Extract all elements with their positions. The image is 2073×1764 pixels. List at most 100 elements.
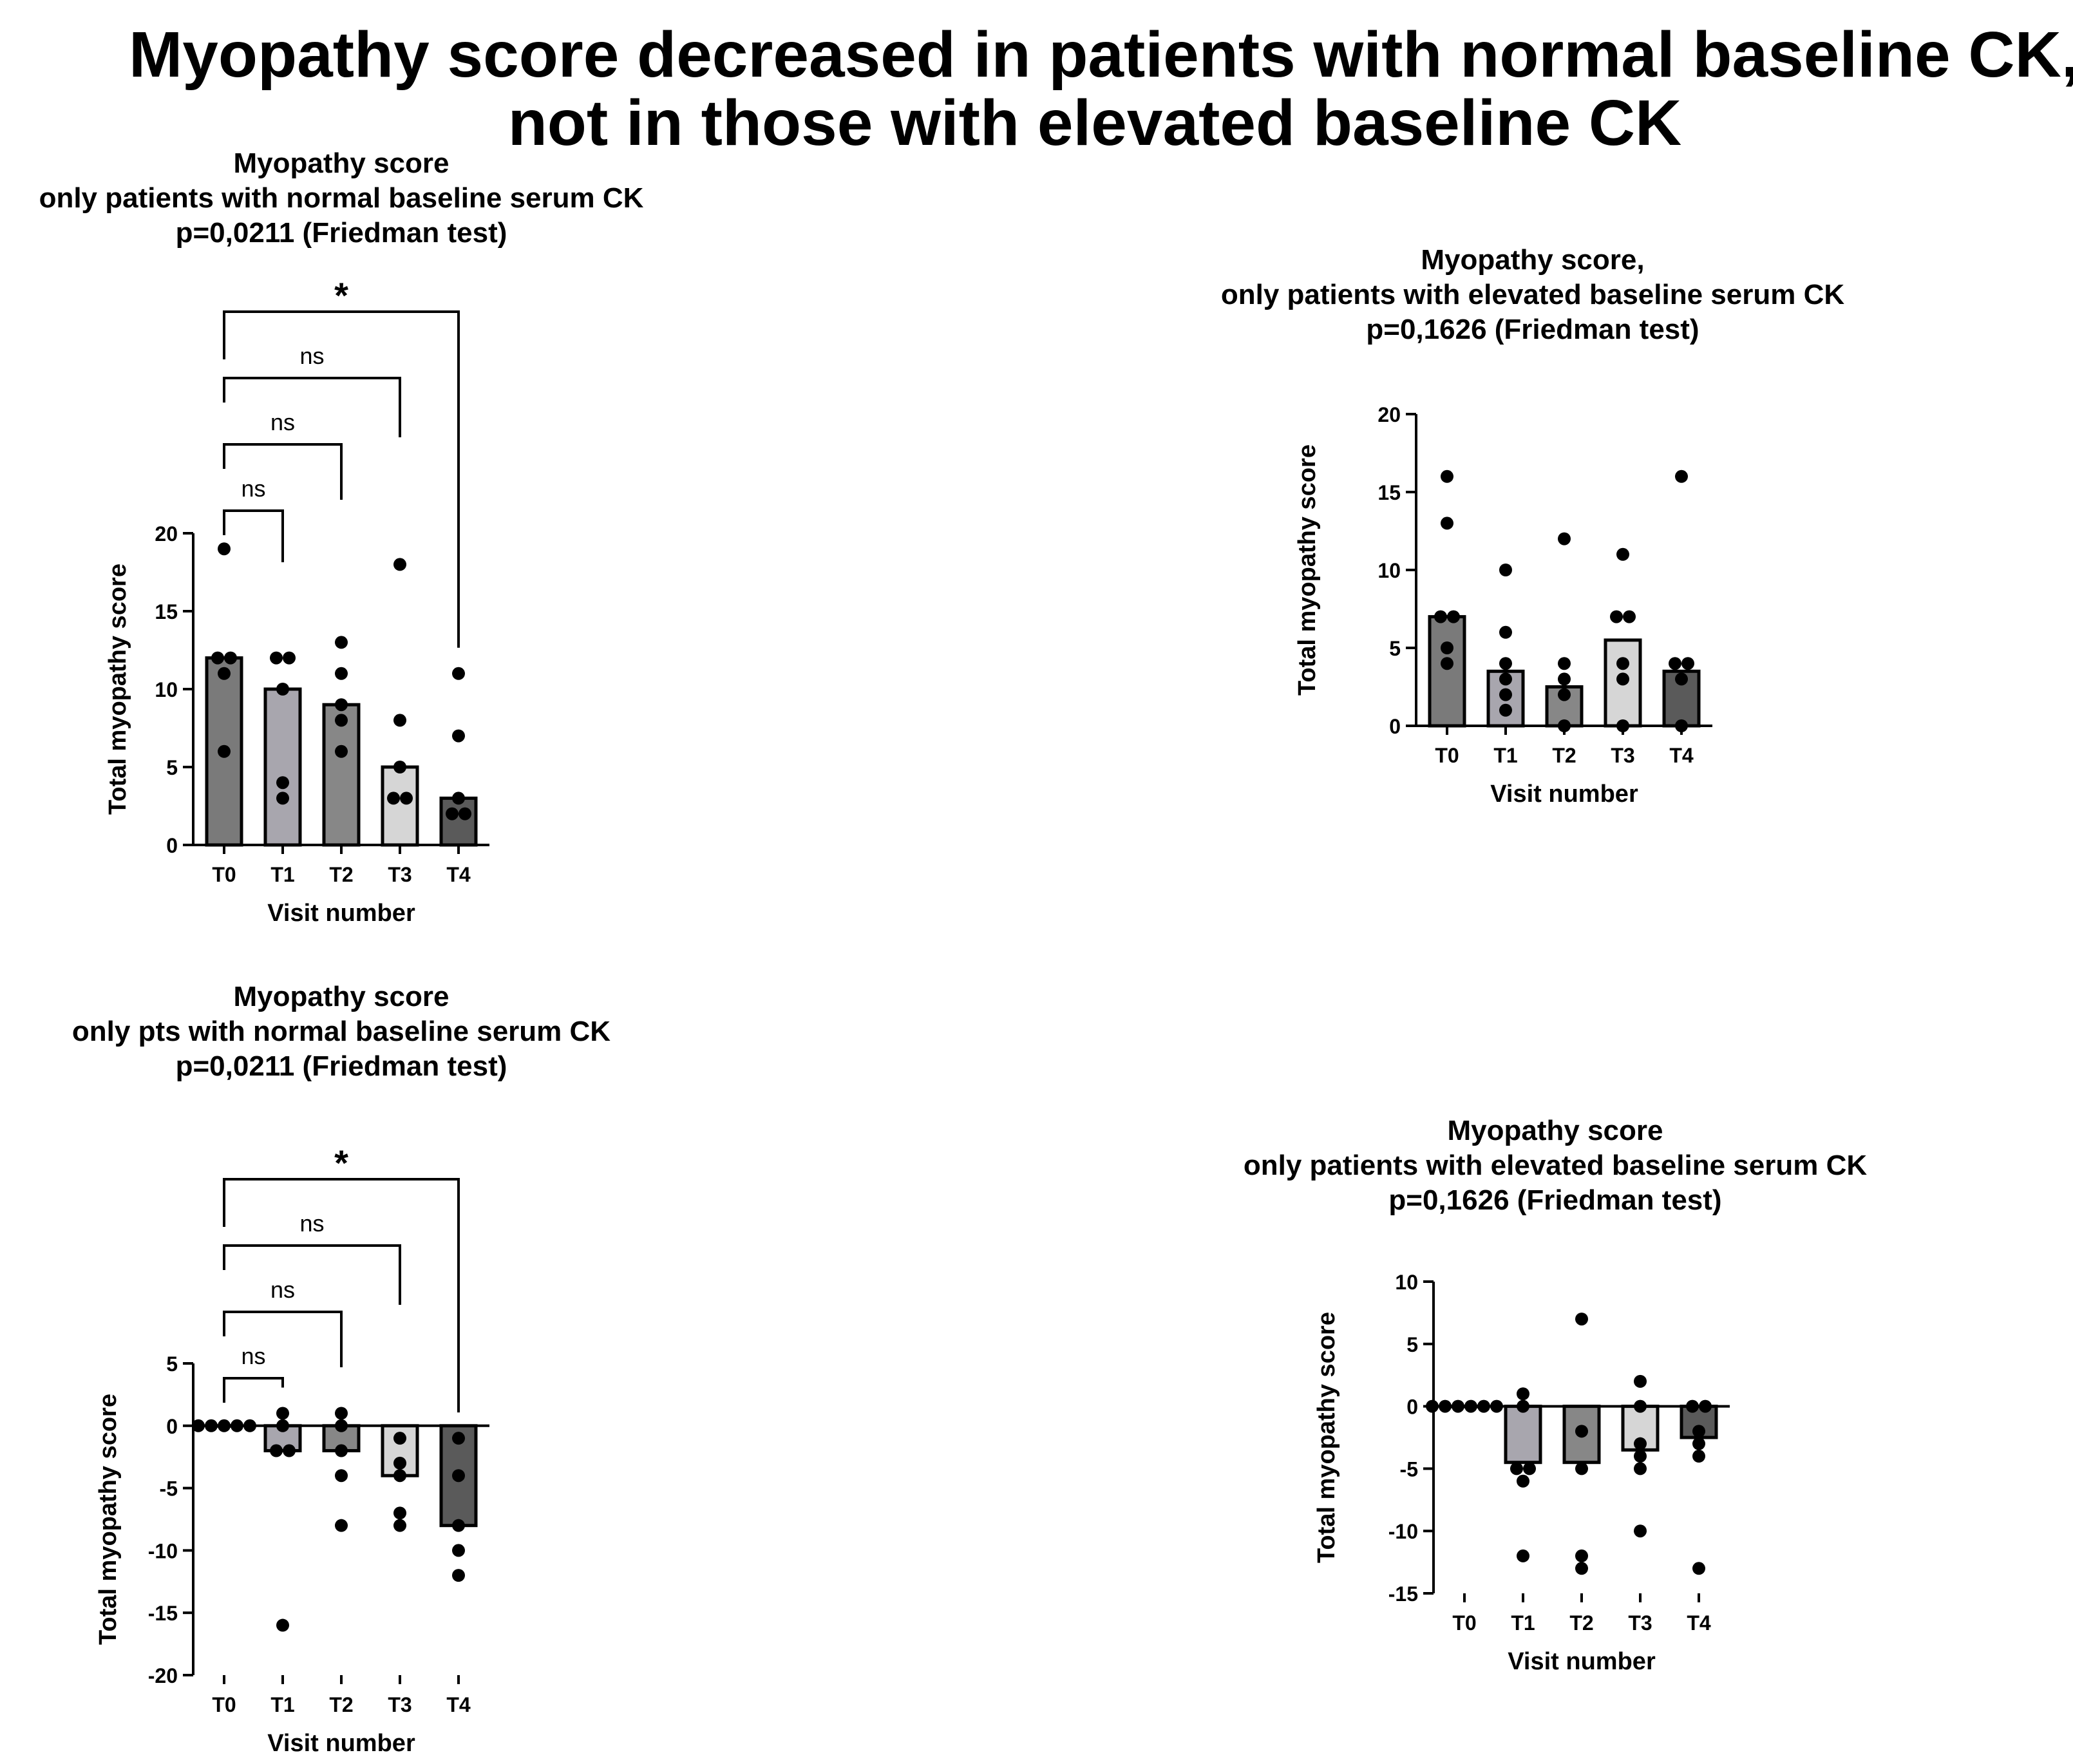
x-tick-label: T1: [270, 1693, 294, 1716]
data-point: [1441, 641, 1453, 654]
significance-label: ns: [270, 1276, 295, 1303]
data-point: [1558, 672, 1571, 686]
x-tick-label: T1: [270, 863, 294, 886]
y-tick-label: 5: [1406, 1333, 1418, 1356]
x-axis-label: Visit number: [267, 900, 415, 927]
data-point: [393, 1519, 406, 1532]
data-point: [1634, 1374, 1647, 1388]
data-point: [1441, 657, 1453, 670]
y-tick-label: 20: [155, 522, 178, 545]
data-point: [1634, 1437, 1647, 1450]
y-tick-label: 10: [155, 678, 178, 701]
x-tick-label: T2: [1569, 1611, 1593, 1635]
x-tick-label: T4: [1687, 1611, 1711, 1635]
y-tick-label: -15: [1388, 1582, 1418, 1606]
data-point: [452, 1544, 465, 1557]
y-tick-label: 10: [1377, 559, 1401, 582]
data-point: [393, 714, 406, 727]
data-point: [335, 744, 348, 758]
data-point: [1610, 610, 1623, 623]
y-tick-label: 5: [1389, 637, 1401, 660]
y-tick-label: 0: [166, 1415, 178, 1438]
significance-label: ns: [241, 1343, 265, 1369]
significance-bracket: [223, 509, 284, 562]
data-point: [1575, 1562, 1588, 1575]
data-point: [1669, 657, 1681, 670]
y-tick-label: 15: [155, 600, 178, 623]
y-tick-label: 10: [1395, 1271, 1418, 1294]
data-point: [452, 729, 465, 743]
data-point: [1616, 657, 1629, 670]
figure-title-line-1: Myopathy score decreased in patients wit…: [129, 19, 2073, 91]
data-point: [1499, 564, 1512, 576]
data-point: [270, 651, 283, 665]
y-tick-label: 0: [166, 834, 178, 857]
data-point: [1634, 1450, 1647, 1463]
data-point: [335, 1407, 348, 1420]
data-point: [1575, 1425, 1588, 1438]
data-point: [1692, 1425, 1705, 1438]
data-point: [1558, 657, 1571, 670]
y-tick-label: -10: [148, 1539, 178, 1562]
figure-title-line-2: not in those with elevated baseline CK: [507, 87, 1682, 159]
x-tick-label: T3: [388, 1693, 412, 1716]
data-point: [1575, 1462, 1588, 1475]
data-point: [283, 1444, 296, 1457]
bar: [1428, 615, 1466, 728]
data-point: [276, 776, 289, 790]
data-point: [224, 651, 237, 665]
x-tick-label: T3: [1611, 744, 1634, 767]
significance-label: ns: [270, 409, 295, 435]
bar: [263, 687, 302, 847]
data-point: [218, 744, 231, 758]
significance-label: *: [334, 275, 348, 316]
data-point: [211, 651, 224, 665]
x-tick-label: T0: [1452, 1611, 1476, 1635]
significance-bracket: [223, 1311, 343, 1367]
data-point: [1517, 1474, 1529, 1488]
data-point: [1634, 1462, 1647, 1475]
data-point: [1681, 657, 1694, 670]
data-point: [335, 636, 348, 649]
y-tick-label: 0: [1389, 715, 1401, 738]
data-point: [335, 1444, 348, 1457]
data-point: [1692, 1562, 1705, 1575]
x-tick-label: T1: [1511, 1611, 1535, 1635]
data-point: [1623, 610, 1636, 623]
panel-elevated-ck-absolute: Myopathy score,only patients with elevat…: [1221, 244, 1845, 808]
y-axis-label: Total myopathy score: [1313, 1312, 1340, 1563]
panel-title-line: only patients with elevated baseline ser…: [1221, 279, 1845, 310]
x-tick-label: T2: [1552, 744, 1576, 767]
data-point: [393, 761, 406, 773]
y-tick-label: -5: [1400, 1457, 1418, 1481]
data-point: [1517, 1549, 1529, 1562]
data-point: [218, 542, 231, 556]
data-point: [393, 558, 406, 571]
data-point: [1510, 1462, 1523, 1475]
panel-title-line: only patients with normal baseline serum…: [39, 182, 644, 214]
panel-title-line: Myopathy score,: [1421, 244, 1644, 276]
panel-title-line: only patients with elevated baseline ser…: [1244, 1150, 1868, 1181]
y-tick-label: 0: [1406, 1396, 1418, 1419]
data-point: [1499, 625, 1512, 639]
y-tick-label: 5: [166, 756, 178, 779]
data-point: [1616, 672, 1629, 686]
data-point: [452, 667, 465, 680]
data-point: [270, 1444, 283, 1457]
significance-label: ns: [299, 343, 324, 369]
y-tick-label: 5: [166, 1352, 178, 1376]
x-tick-label: T4: [446, 863, 471, 886]
data-point: [1575, 1549, 1588, 1562]
data-point: [446, 807, 459, 820]
x-tick-label: T3: [1628, 1611, 1652, 1635]
x-tick-label: T0: [1435, 744, 1459, 767]
bar: [1504, 1405, 1542, 1465]
data-point: [452, 1569, 465, 1582]
x-tick-label: T0: [212, 1693, 236, 1716]
data-point: [218, 667, 231, 680]
data-point: [276, 683, 289, 696]
data-point: [335, 714, 348, 727]
data-point: [1692, 1437, 1705, 1450]
data-point: [393, 1469, 406, 1483]
